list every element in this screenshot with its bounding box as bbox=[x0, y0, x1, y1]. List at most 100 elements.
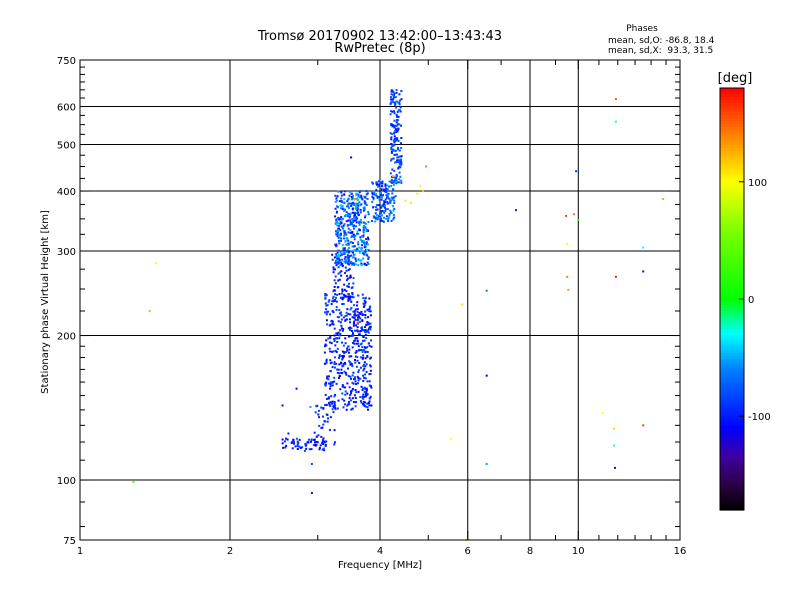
data-point bbox=[364, 302, 367, 305]
data-point bbox=[341, 244, 344, 247]
data-point bbox=[335, 254, 338, 257]
data-point bbox=[386, 201, 389, 204]
y-tick-label: 500 bbox=[57, 141, 76, 152]
data-point bbox=[363, 367, 366, 370]
data-point bbox=[346, 285, 349, 288]
data-point bbox=[341, 252, 344, 255]
data-point bbox=[343, 293, 346, 296]
data-point bbox=[380, 188, 383, 191]
data-point bbox=[390, 142, 393, 145]
data-point bbox=[349, 231, 352, 234]
data-point bbox=[333, 402, 336, 405]
data-point bbox=[364, 346, 367, 349]
data-point bbox=[391, 98, 394, 101]
data-point bbox=[350, 355, 353, 358]
data-point bbox=[355, 314, 358, 317]
data-point bbox=[396, 110, 399, 113]
data-point bbox=[335, 220, 338, 223]
data-point bbox=[395, 173, 398, 176]
data-point bbox=[333, 429, 336, 432]
data-point bbox=[347, 257, 350, 260]
data-point bbox=[355, 383, 358, 386]
data-point bbox=[353, 249, 356, 252]
data-point bbox=[349, 326, 352, 329]
data-point bbox=[347, 239, 350, 242]
data-point bbox=[376, 185, 379, 188]
data-point bbox=[347, 219, 350, 222]
data-point bbox=[362, 302, 365, 305]
data-point bbox=[338, 218, 341, 221]
data-point bbox=[359, 317, 362, 320]
data-point bbox=[614, 275, 617, 278]
data-point bbox=[347, 292, 350, 295]
y-tick-label: 600 bbox=[57, 103, 76, 114]
colorbar-segment bbox=[720, 470, 744, 475]
data-point bbox=[337, 229, 340, 232]
data-point bbox=[336, 262, 339, 265]
data-point bbox=[362, 369, 365, 372]
data-point bbox=[336, 224, 339, 227]
colorbar-segment bbox=[720, 299, 744, 303]
data-point bbox=[318, 448, 321, 451]
data-point bbox=[329, 383, 332, 386]
data-point bbox=[376, 204, 379, 207]
data-point bbox=[382, 205, 385, 208]
data-point bbox=[379, 182, 382, 185]
data-point bbox=[347, 375, 350, 378]
colorbar-segment bbox=[720, 187, 744, 192]
data-point bbox=[364, 395, 367, 398]
data-point bbox=[575, 170, 578, 173]
data-point bbox=[385, 194, 388, 197]
data-point bbox=[353, 219, 356, 222]
data-point bbox=[400, 90, 403, 93]
data-point bbox=[348, 335, 351, 338]
data-point bbox=[324, 308, 327, 311]
data-point bbox=[337, 320, 340, 323]
data-point bbox=[383, 204, 386, 207]
data-point bbox=[328, 387, 331, 390]
data-point bbox=[333, 334, 336, 337]
colorbar-segment bbox=[720, 353, 744, 357]
data-point bbox=[367, 243, 370, 246]
colorbar-segment bbox=[720, 323, 744, 327]
data-point bbox=[373, 192, 376, 195]
data-point bbox=[384, 208, 387, 211]
data-point bbox=[325, 294, 328, 297]
data-point bbox=[350, 300, 353, 303]
colorbar-tick-label: 100 bbox=[748, 178, 767, 189]
data-point bbox=[382, 200, 385, 203]
data-point bbox=[368, 328, 371, 331]
data-point bbox=[349, 375, 352, 378]
data-point bbox=[332, 323, 335, 326]
colorbar-segment bbox=[720, 256, 744, 261]
colorbar-segment bbox=[720, 286, 744, 291]
data-point bbox=[309, 405, 312, 408]
data-point bbox=[422, 190, 425, 193]
phases-line-x: mean, sd,X: 93.3, 31.5 bbox=[608, 46, 713, 56]
data-point bbox=[364, 326, 367, 329]
data-point bbox=[335, 211, 338, 214]
data-point bbox=[366, 254, 369, 257]
data-point bbox=[368, 373, 371, 376]
y-tick-label: 300 bbox=[57, 247, 76, 258]
colorbar-segment bbox=[720, 235, 744, 240]
data-point bbox=[392, 139, 395, 142]
data-point bbox=[400, 155, 403, 158]
data-point bbox=[343, 198, 346, 201]
colorbar-segment bbox=[720, 91, 744, 95]
data-point bbox=[359, 356, 362, 359]
data-point bbox=[353, 203, 356, 206]
colorbar-segment bbox=[720, 283, 744, 288]
data-point bbox=[363, 376, 366, 379]
data-point bbox=[371, 193, 374, 196]
data-point bbox=[291, 447, 294, 450]
data-point bbox=[364, 387, 367, 390]
data-point bbox=[320, 427, 323, 430]
colorbar-segment bbox=[720, 311, 744, 315]
data-point bbox=[363, 253, 366, 256]
data-point bbox=[340, 270, 343, 273]
data-point bbox=[391, 89, 394, 92]
data-point bbox=[357, 243, 360, 246]
data-point bbox=[347, 207, 350, 210]
data-point bbox=[335, 243, 338, 246]
